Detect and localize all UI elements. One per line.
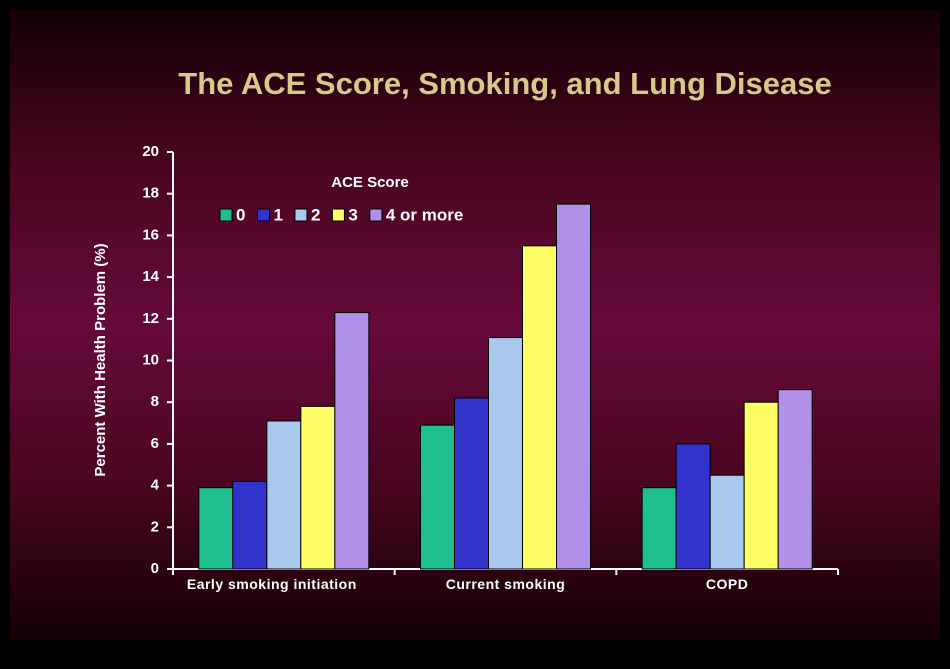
bar (334, 312, 370, 570)
bar (641, 487, 677, 570)
legend-label: 4 or more (386, 205, 463, 224)
bar (454, 397, 489, 570)
bar (556, 203, 591, 570)
bar (198, 487, 234, 570)
bar (743, 401, 779, 570)
y-tick-label: 12 (142, 310, 159, 327)
x-tick-label: COPD (705, 576, 749, 592)
y-tick-label: 2 (151, 518, 159, 535)
legend-label: 2 (311, 205, 320, 224)
legend-swatch (256, 208, 270, 222)
bar (488, 337, 523, 570)
bar (300, 405, 336, 570)
y-tick-label: 16 (142, 226, 159, 243)
legend-label: 0 (236, 205, 245, 224)
legend-label: 1 (273, 205, 282, 224)
y-tick-label: 6 (151, 435, 159, 452)
y-axis-label: Percent With Health Problem (%) (92, 243, 109, 476)
bar (420, 424, 455, 570)
y-tick-label: 8 (151, 393, 159, 410)
bar (777, 389, 813, 570)
legend-title: ACE Score (331, 174, 409, 191)
x-tick-label: Current smoking (445, 576, 566, 592)
legend-label: 3 (348, 205, 357, 224)
bar (675, 443, 711, 570)
y-tick-label: 18 (142, 185, 159, 202)
y-tick-label: 14 (142, 268, 159, 285)
legend-swatch (219, 208, 233, 222)
y-tick-label: 0 (151, 560, 159, 577)
y-tick-label: 10 (142, 351, 159, 368)
x-tick-label: Early smoking initiation (186, 576, 357, 592)
bar (266, 420, 302, 570)
y-tick-label: 20 (142, 143, 159, 160)
legend-swatch (369, 208, 383, 222)
chart-title: The ACE Score, Smoking, and Lung Disease (178, 66, 831, 101)
legend-swatch (331, 208, 345, 222)
bar (232, 480, 268, 570)
y-tick-label: 4 (151, 477, 160, 494)
legend-swatch (294, 208, 308, 222)
bar (522, 245, 557, 570)
bar (709, 474, 745, 570)
